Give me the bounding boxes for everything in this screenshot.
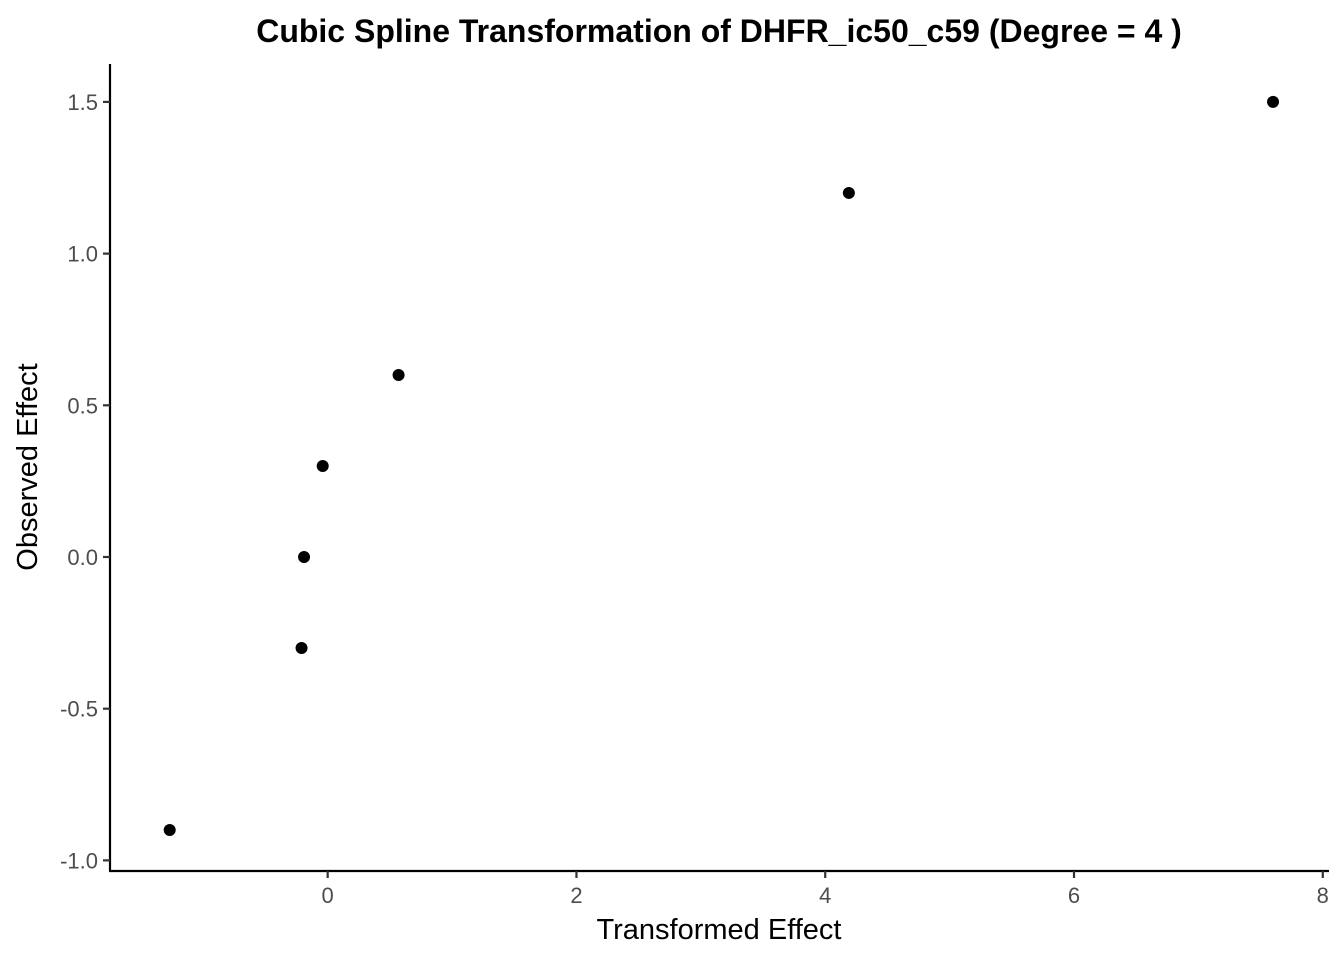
data-point xyxy=(295,642,308,655)
y-tick-label: 1.5 xyxy=(67,90,98,115)
x-tick-label: 8 xyxy=(1317,883,1329,908)
y-tick-label: -1.0 xyxy=(60,848,98,873)
y-axis-label: Observed Effect xyxy=(12,363,44,570)
y-tick-label: 1.0 xyxy=(67,242,98,267)
y-tick-label: -0.5 xyxy=(60,697,98,722)
x-tick-label: 0 xyxy=(322,883,334,908)
x-ticks: 0 2 4 6 8 xyxy=(322,871,1329,908)
y-tick-label: 0.5 xyxy=(67,393,98,418)
data-point xyxy=(298,550,311,563)
data-point xyxy=(842,186,855,199)
axes xyxy=(108,64,1329,873)
data-point xyxy=(1267,95,1280,108)
data-points xyxy=(163,95,1280,837)
data-point xyxy=(392,368,405,381)
x-tick-label: 4 xyxy=(819,883,831,908)
x-axis-label: Transformed Effect xyxy=(597,914,842,946)
chart-title: Cubic Spline Transformation of DHFR_ic50… xyxy=(256,13,1182,49)
data-point xyxy=(163,824,176,837)
y-ticks: -1.0 -0.5 0.0 0.5 1.0 1.5 xyxy=(60,90,110,873)
x-tick-label: 2 xyxy=(570,883,582,908)
y-tick-label: 0.0 xyxy=(67,545,98,570)
data-point xyxy=(316,459,329,472)
x-tick-label: 6 xyxy=(1068,883,1080,908)
